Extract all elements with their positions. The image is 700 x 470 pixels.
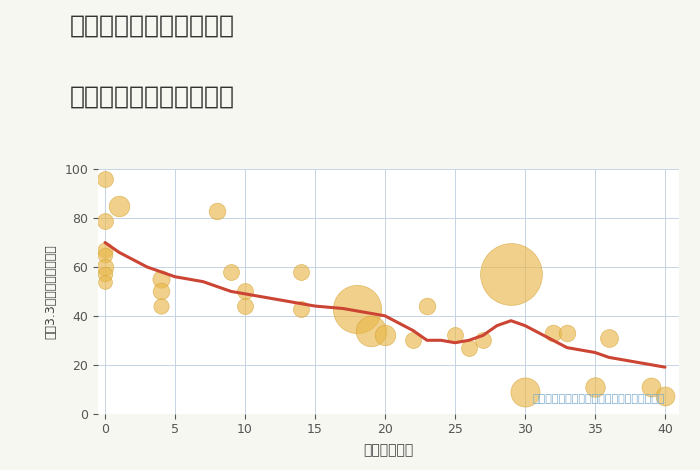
Point: [365, 327, 377, 334]
Text: 愛知県津島市米之座町の: 愛知県津島市米之座町の: [70, 14, 235, 38]
Point: [113, 202, 125, 210]
Point: [99, 251, 111, 258]
Point: [99, 278, 111, 285]
X-axis label: 築年数（年）: 築年数（年）: [363, 443, 414, 457]
Point: [239, 302, 251, 310]
Point: [505, 271, 517, 278]
Point: [155, 275, 167, 283]
Text: 円の大きさは、取引のあった物件面積を示す: 円の大きさは、取引のあった物件面積を示す: [533, 394, 665, 404]
Point: [155, 288, 167, 295]
Point: [99, 217, 111, 224]
Point: [603, 334, 615, 342]
Point: [561, 329, 573, 337]
Point: [211, 207, 223, 214]
Point: [99, 263, 111, 271]
Point: [155, 302, 167, 310]
Point: [295, 268, 307, 275]
Point: [225, 268, 237, 275]
Point: [589, 383, 601, 391]
Point: [519, 388, 531, 395]
Point: [239, 288, 251, 295]
Point: [659, 393, 671, 400]
Point: [99, 271, 111, 278]
Point: [645, 383, 657, 391]
Point: [295, 305, 307, 312]
Point: [99, 246, 111, 254]
Y-axis label: 坪（3.3㎡）単価（万円）: 坪（3.3㎡）単価（万円）: [45, 244, 57, 339]
Point: [449, 332, 461, 339]
Point: [477, 337, 489, 344]
Point: [421, 302, 433, 310]
Point: [547, 329, 559, 337]
Point: [379, 332, 391, 339]
Point: [99, 175, 111, 183]
Text: 築年数別中古戸建て価格: 築年数別中古戸建て価格: [70, 85, 235, 109]
Point: [463, 344, 475, 352]
Point: [407, 337, 419, 344]
Point: [351, 305, 363, 312]
